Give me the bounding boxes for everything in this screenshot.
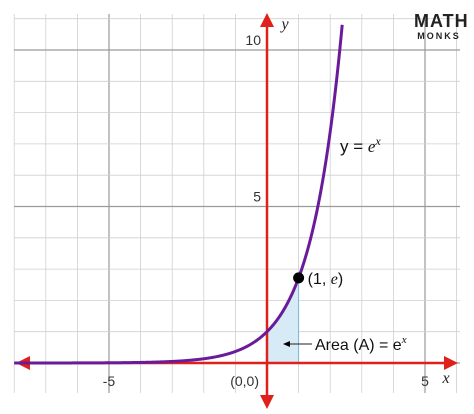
series-line-exp <box>14 24 344 365</box>
equation-base: e <box>368 137 376 156</box>
logo-sub-text: MONKS <box>417 31 461 41</box>
origin-label: (0,0) <box>230 373 259 389</box>
equation-prefix: y = <box>340 137 368 156</box>
y-axis-arrow-down <box>260 395 274 409</box>
y-axis-label: y <box>279 16 289 33</box>
equation-label: y = ex <box>340 134 381 156</box>
area-label-exponent: x <box>401 334 407 346</box>
y-tick-label: 10 <box>245 32 261 48</box>
data-point-1-e <box>293 272 305 284</box>
area-pointer-arrowhead <box>283 341 290 347</box>
x-tick-label: -5 <box>103 373 116 389</box>
point-annotation-prefix: (1, <box>308 271 331 288</box>
area-label: Area (A) = ex <box>315 334 407 354</box>
area-label-text: Area (A) = e <box>315 337 402 354</box>
x-axis-arrow-right <box>444 356 458 370</box>
logo-main-text: MATH <box>414 11 469 31</box>
point-annotation-suffix: ) <box>338 271 343 288</box>
point-annotation: (1, e) <box>308 271 344 288</box>
y-tick-label: 5 <box>253 189 261 205</box>
tick-labels: -5 5 5 10 <box>103 32 429 389</box>
y-axis-arrow-up <box>260 13 274 27</box>
math-monks-logo: MATH MONKS <box>414 11 469 42</box>
x-axis-label: x <box>441 370 449 387</box>
equation-exponent: x <box>374 134 381 148</box>
grid-lines <box>13 14 460 393</box>
x-tick-label: 5 <box>421 373 429 389</box>
point-annotation-e: e <box>331 271 338 288</box>
